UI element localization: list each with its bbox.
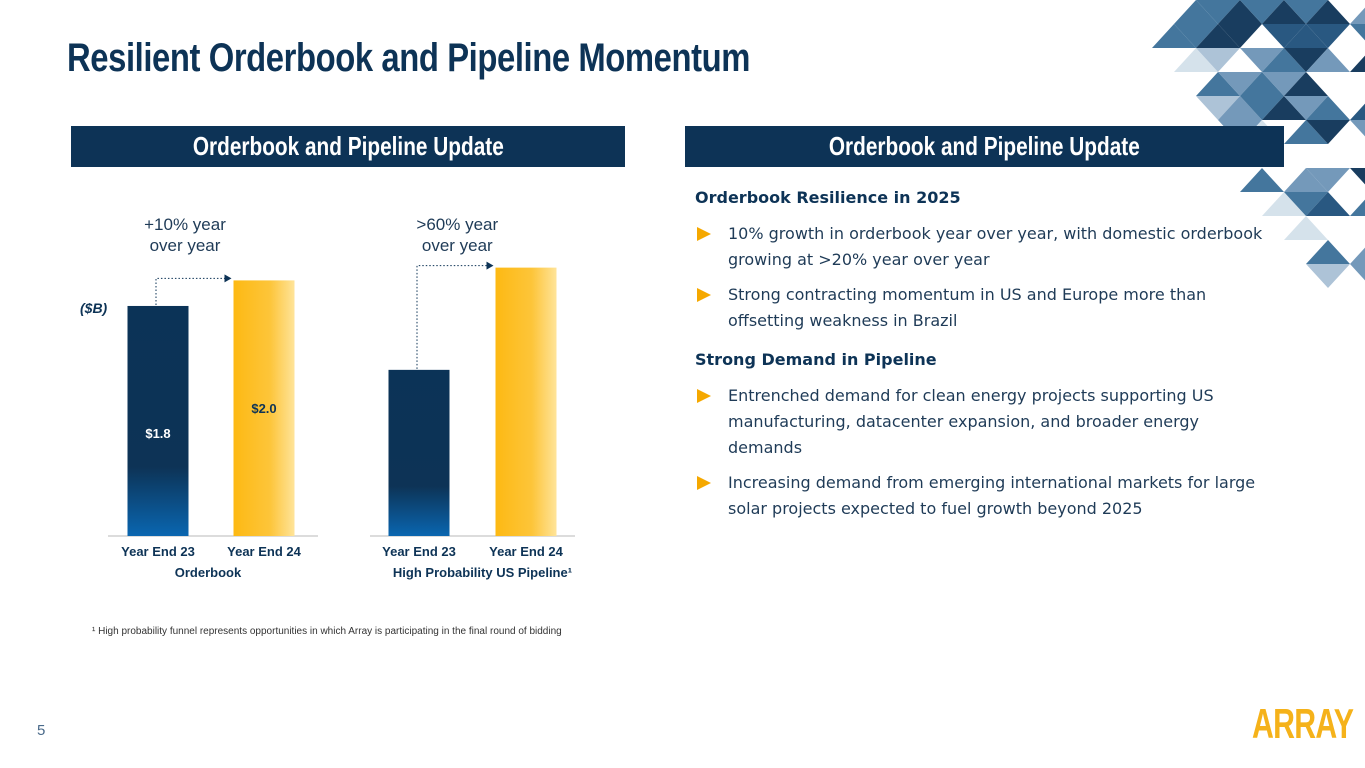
bullet-text: Increasing demand from emerging internat… bbox=[728, 473, 1256, 518]
bar bbox=[127, 305, 189, 536]
triangle bbox=[1284, 24, 1328, 48]
bullet-marker bbox=[697, 389, 711, 403]
triangle bbox=[1174, 48, 1218, 72]
bar bbox=[388, 369, 450, 536]
growth-arrow bbox=[155, 274, 232, 305]
x-tick-label: Year End 23 bbox=[382, 544, 456, 559]
bar bbox=[233, 280, 295, 536]
bullet-marker bbox=[697, 227, 711, 241]
triangle bbox=[1306, 192, 1350, 216]
x-tick-label: Year End 24 bbox=[227, 544, 301, 559]
triangle bbox=[1240, 168, 1284, 192]
triangle bbox=[1284, 0, 1328, 24]
triangle bbox=[1262, 192, 1306, 216]
x-tick-label: Year End 24 bbox=[489, 544, 563, 559]
bullet: Strong contracting momentum in US and Eu… bbox=[695, 282, 1273, 334]
triangle bbox=[1306, 0, 1350, 24]
triangle bbox=[1284, 72, 1328, 96]
bullet-text: 10% growth in orderbook year over year, … bbox=[728, 224, 1263, 269]
triangle bbox=[1350, 264, 1365, 281]
triangle bbox=[1196, 96, 1240, 120]
logo: ARRAY bbox=[1252, 700, 1354, 747]
triangle bbox=[1284, 216, 1328, 240]
triangle bbox=[1350, 199, 1365, 216]
triangle bbox=[1306, 240, 1350, 264]
triangle bbox=[1218, 96, 1262, 120]
annotation: >60% year over year bbox=[416, 215, 498, 255]
bullet-marker bbox=[697, 476, 711, 490]
annotation: +10% year over year bbox=[144, 215, 226, 255]
triangle bbox=[1240, 0, 1284, 24]
triangle bbox=[1284, 120, 1328, 144]
triangle bbox=[1240, 48, 1284, 72]
x-tick-label: Year End 23 bbox=[121, 544, 195, 559]
triangle bbox=[1218, 72, 1262, 96]
bullet-text: Strong contracting momentum in US and Eu… bbox=[728, 285, 1207, 330]
growth-arrow bbox=[416, 261, 494, 369]
slide-title: Resilient Orderbook and Pipeline Momentu… bbox=[67, 36, 751, 80]
triangle bbox=[1262, 0, 1306, 24]
bullet-marker bbox=[697, 288, 711, 302]
charts: ($B) Year End 23 $1.8 Year End 24 $2.0 Order… bbox=[80, 215, 575, 580]
triangle bbox=[1284, 96, 1328, 120]
page-number: 5 bbox=[37, 722, 46, 739]
triangle bbox=[1196, 72, 1240, 96]
section: Orderbook Resilience in 2025 10% growth i… bbox=[695, 188, 1285, 334]
panel-header: Orderbook and Pipeline Update bbox=[685, 126, 1284, 167]
triangle bbox=[1174, 0, 1218, 24]
triangle bbox=[1196, 24, 1240, 48]
triangle bbox=[1306, 168, 1350, 192]
triangle bbox=[1306, 120, 1350, 144]
triangle bbox=[1284, 192, 1328, 216]
bullet-panel: Orderbook Resilience in 2025 10% growth i… bbox=[695, 188, 1285, 531]
triangle bbox=[1152, 24, 1196, 48]
value-label: $2.0 bbox=[251, 401, 276, 416]
panel-header-text: Orderbook and Pipeline Update bbox=[829, 131, 1140, 161]
triangle bbox=[1350, 247, 1365, 264]
triangle bbox=[1350, 24, 1365, 41]
triangle bbox=[1350, 120, 1365, 137]
triangle bbox=[1350, 168, 1365, 185]
group-label: High Probability US Pipeline¹ bbox=[393, 565, 572, 580]
triangle bbox=[1262, 72, 1306, 96]
group-label: Orderbook bbox=[175, 565, 242, 580]
panel-header-text: Orderbook and Pipeline Update bbox=[192, 131, 504, 161]
triangle bbox=[1196, 48, 1240, 72]
section: Strong Demand in Pipeline Entrenched dema… bbox=[695, 350, 1285, 522]
bullet: 10% growth in orderbook year over year, … bbox=[695, 221, 1273, 273]
triangle bbox=[1350, 103, 1365, 120]
triangle bbox=[1284, 168, 1328, 192]
section-heading: Strong Demand in Pipeline bbox=[695, 350, 937, 369]
triangle bbox=[1240, 72, 1284, 96]
footnote: ¹ High probability funnel represents opp… bbox=[92, 626, 562, 637]
bullet-text: Entrenched demand for clean energy proje… bbox=[728, 386, 1214, 457]
triangle-pattern bbox=[1152, 0, 1365, 288]
triangle bbox=[1306, 96, 1350, 120]
triangle bbox=[1196, 0, 1240, 24]
triangle bbox=[1284, 48, 1328, 72]
bullet: Entrenched demand for clean energy proje… bbox=[695, 383, 1273, 461]
triangle bbox=[1350, 7, 1365, 24]
triangle bbox=[1262, 48, 1306, 72]
triangle bbox=[1306, 264, 1350, 288]
triangle bbox=[1174, 24, 1218, 48]
value-label: $1.8 bbox=[145, 426, 170, 441]
panel-header: Orderbook and Pipeline Update bbox=[71, 126, 625, 167]
section-heading: Orderbook Resilience in 2025 bbox=[695, 188, 961, 207]
triangle bbox=[1306, 48, 1350, 72]
bullet: Increasing demand from emerging internat… bbox=[695, 470, 1273, 522]
triangle bbox=[1262, 24, 1306, 48]
triangle bbox=[1218, 24, 1262, 48]
triangle bbox=[1350, 55, 1365, 72]
bar bbox=[495, 267, 557, 536]
triangle bbox=[1262, 96, 1306, 120]
unit-label: ($B) bbox=[80, 300, 108, 316]
triangle bbox=[1306, 24, 1350, 48]
triangle bbox=[1218, 0, 1262, 24]
triangle bbox=[1240, 96, 1284, 120]
